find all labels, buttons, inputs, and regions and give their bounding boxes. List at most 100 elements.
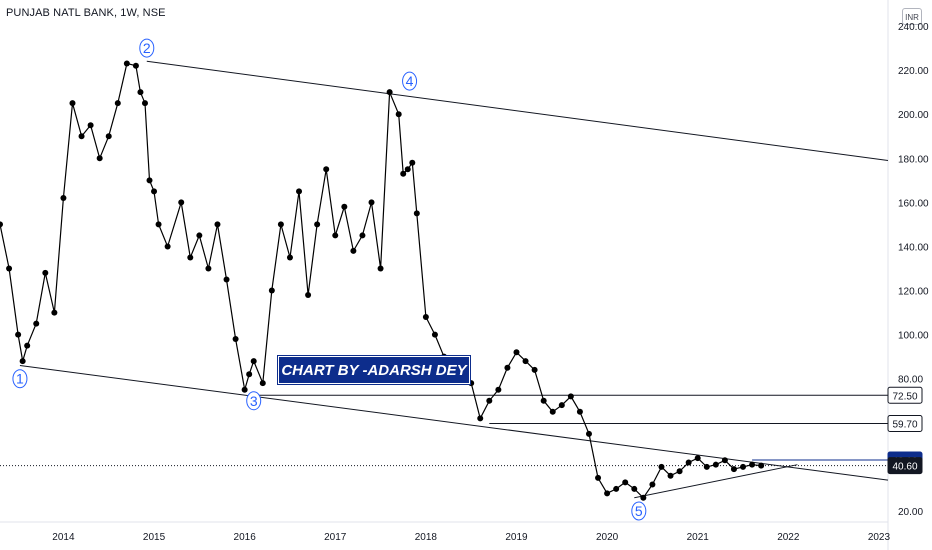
chart-grid [0, 0, 889, 550]
price-point [187, 254, 194, 261]
y-tick-label: 100.00 [898, 331, 929, 342]
trend-line [634, 464, 798, 499]
price-point [486, 397, 493, 404]
x-tick-label: 2016 [234, 532, 257, 543]
price-point [241, 386, 248, 393]
x-tick-label: 2022 [777, 532, 800, 543]
x-tick-label: 2017 [324, 532, 347, 543]
price-point [404, 166, 411, 173]
price-point [178, 199, 185, 206]
wave-label-circle [631, 501, 647, 521]
price-point [42, 269, 49, 276]
chart-author-banner: CHART BY -ADARSH DEY [277, 355, 471, 385]
price-point [296, 188, 303, 195]
price-point [749, 461, 756, 468]
x-tick-label: 2023 [868, 532, 891, 543]
price-point [676, 468, 683, 475]
price-point [613, 485, 620, 492]
price-point [6, 265, 13, 272]
trend-lines [19, 60, 889, 499]
price-point [141, 100, 148, 107]
wave-label-text: 2 [143, 40, 151, 56]
y-tick-label: 80.00 [898, 375, 923, 386]
price-point [332, 232, 339, 239]
price-point [522, 358, 529, 365]
price-point [513, 349, 520, 356]
x-tick-label: 2014 [52, 532, 75, 543]
price-point [585, 430, 592, 437]
price-point [595, 474, 602, 481]
price-point [33, 320, 40, 327]
price-point [268, 287, 275, 294]
price-point [223, 276, 230, 283]
price-point [567, 393, 574, 400]
y-tick-label: 180.00 [898, 154, 929, 165]
price-point [658, 463, 665, 470]
price-point [395, 111, 402, 118]
price-point [87, 122, 94, 129]
price-point [640, 494, 647, 501]
x-tick-label: 2021 [687, 532, 710, 543]
x-tick-label: 2018 [415, 532, 438, 543]
price-point [368, 199, 375, 206]
price-point [540, 397, 547, 404]
wave-labels: 1 2 3 4 5 [12, 38, 647, 521]
x-tick-label: 2020 [596, 532, 619, 543]
price-point [19, 358, 26, 365]
price-point [277, 221, 284, 228]
price-point [359, 232, 366, 239]
price-point [196, 232, 203, 239]
wave-label-text: 3 [250, 393, 258, 409]
y-tick-label: 140.00 [898, 242, 929, 253]
price-tag [887, 414, 923, 432]
price-point [151, 188, 158, 195]
price-point [341, 203, 348, 210]
price-tag [887, 457, 923, 475]
price-point [422, 313, 429, 320]
price-point [631, 485, 638, 492]
price-point [604, 490, 611, 497]
price-point [114, 100, 121, 107]
price-point [105, 133, 112, 140]
trend-line [19, 364, 889, 481]
price-point [314, 221, 321, 228]
price-point [15, 331, 22, 338]
price-tag-label: 40.60 [892, 462, 917, 473]
price-point [409, 159, 416, 166]
y-tick-label: 160.00 [898, 198, 929, 209]
chart-title: PUNJAB NATL BANK, 1W, NSE [6, 7, 166, 19]
price-point [694, 455, 701, 462]
price-point [721, 457, 728, 464]
price-point [386, 89, 393, 96]
wave-label-circle [402, 71, 418, 91]
price-point [495, 386, 502, 393]
price-point [758, 462, 765, 469]
price-point [413, 210, 420, 217]
price-point [531, 366, 538, 373]
price-point [164, 243, 171, 250]
price-tag [887, 386, 923, 404]
price-point [431, 331, 438, 338]
wave-label-text: 5 [635, 503, 643, 519]
price-point [51, 309, 58, 316]
price-point [0, 221, 3, 228]
price-point [350, 247, 357, 254]
price-point [96, 155, 103, 162]
price-point [400, 170, 407, 177]
price-tag-label: 59.70 [892, 419, 917, 430]
wave-label-text: 1 [16, 371, 24, 387]
price-point [214, 221, 221, 228]
price-point [60, 194, 67, 201]
price-point [377, 265, 384, 272]
currency-button[interactable]: INR [902, 8, 922, 25]
y-tick-label: 120.00 [898, 287, 929, 298]
price-point [146, 177, 153, 184]
wave-label-circle [246, 391, 262, 411]
price-point [305, 291, 312, 298]
price-series [0, 60, 765, 501]
price-point [323, 166, 330, 173]
price-point [246, 371, 253, 378]
wave-label-circle [12, 369, 28, 389]
x-tick-label: 2019 [505, 532, 528, 543]
